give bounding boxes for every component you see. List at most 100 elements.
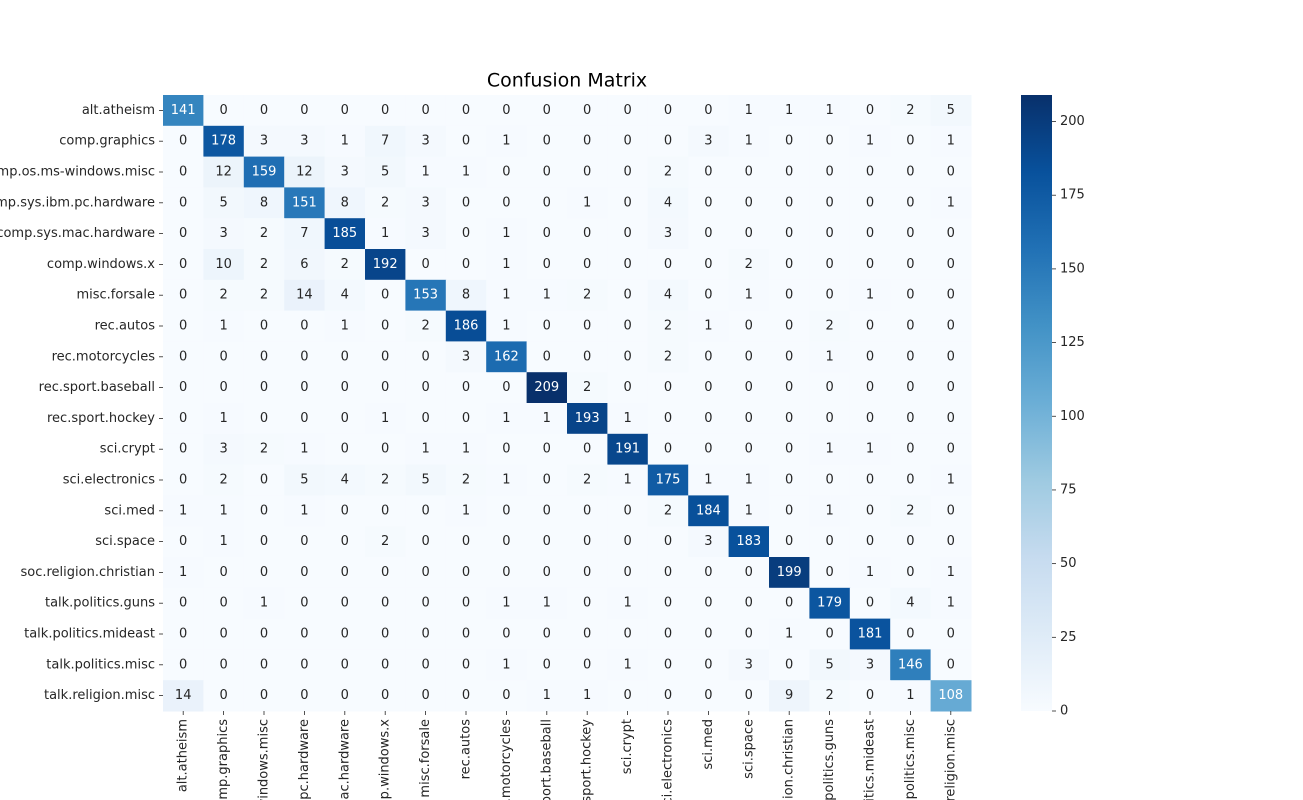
heatmap-cell	[365, 279, 406, 312]
heatmap-cell	[647, 403, 689, 435]
cell-label: 0	[825, 195, 833, 210]
cell-label: 5	[381, 165, 389, 180]
x-tick-label: talk.politics.guns	[822, 719, 837, 800]
cell-label: 0	[906, 195, 914, 210]
cell-label: 1	[219, 319, 227, 334]
cell-label: 0	[179, 534, 187, 549]
cell-label: 0	[179, 596, 187, 611]
heatmap-cell	[647, 557, 689, 589]
heatmap-cell	[365, 403, 406, 435]
cell-label: 0	[704, 627, 712, 642]
y-tick-label: talk.religion.misc	[44, 688, 155, 703]
heatmap-cell	[163, 310, 204, 342]
cell-label: 0	[543, 503, 551, 518]
cell-label: 5	[300, 473, 308, 488]
cell-label: 0	[664, 103, 672, 118]
heatmap-cell	[769, 495, 810, 527]
heatmap-cell	[769, 125, 810, 158]
cell-label: 0	[381, 288, 389, 303]
heatmap-cell	[445, 403, 487, 435]
heatmap-cell	[688, 249, 730, 281]
heatmap-cell	[405, 649, 447, 681]
cell-label: 2	[219, 473, 227, 488]
heatmap-cell	[567, 279, 608, 312]
cell-label: 0	[583, 226, 591, 241]
heatmap-cell	[728, 618, 770, 650]
cell-label: 0	[260, 657, 268, 672]
cell-label: 0	[664, 534, 672, 549]
heatmap-cell	[365, 341, 406, 373]
cell-label: 2	[745, 257, 753, 272]
cell-label: 0	[502, 565, 510, 580]
heatmap-cell	[688, 526, 730, 558]
heatmap-cell	[567, 218, 608, 250]
cell-label: 0	[341, 103, 349, 118]
y-tick-label: talk.politics.mideast	[24, 627, 155, 642]
x-tick-label: misc.forsale	[418, 719, 433, 798]
cell-label: 7	[381, 134, 389, 149]
cell-label: 4	[906, 596, 914, 611]
heatmap-cell	[607, 464, 649, 496]
cell-label: 0	[341, 596, 349, 611]
cell-label: 0	[947, 349, 955, 364]
x-tick-label: comp.windows.x	[378, 719, 393, 800]
cell-label: 0	[179, 257, 187, 272]
heatmap-cell	[284, 557, 326, 589]
y-tick-label: rec.motorcycles	[52, 349, 156, 364]
cell-label: 175	[656, 473, 681, 488]
heatmap-cell	[445, 649, 487, 681]
heatmap-cell	[163, 341, 204, 373]
cell-label: 0	[866, 103, 874, 118]
cell-label: 1	[421, 165, 429, 180]
cell-label: 3	[300, 134, 308, 149]
heatmap-cell	[324, 403, 366, 435]
heatmap-cell	[567, 618, 608, 650]
cell-label: 0	[381, 688, 389, 703]
heatmap-cell	[567, 95, 608, 127]
cell-label: 0	[543, 565, 551, 580]
heatmap-cell	[405, 341, 447, 373]
colorbar-tick-label: 0	[1060, 704, 1068, 719]
cell-label: 0	[906, 380, 914, 395]
cell-label: 0	[462, 380, 470, 395]
cell-label: 185	[332, 226, 357, 241]
cell-label: 2	[664, 319, 672, 334]
x-tick-label: sci.space	[741, 719, 756, 779]
cell-label: 0	[785, 380, 793, 395]
cell-label: 0	[260, 380, 268, 395]
cell-label: 3	[260, 134, 268, 149]
heatmap-cell	[769, 341, 810, 373]
cell-label: 0	[462, 411, 470, 426]
heatmap-cell	[526, 464, 568, 496]
cell-label: 0	[543, 442, 551, 457]
heatmap-cell	[769, 433, 810, 466]
heatmap-cell	[324, 618, 366, 650]
heatmap-cell	[284, 587, 326, 620]
heatmap-cell	[809, 557, 851, 589]
heatmap-cell	[567, 372, 608, 404]
cell-label: 0	[583, 565, 591, 580]
cell-label: 0	[219, 627, 227, 642]
heatmap-cell	[890, 587, 932, 620]
heatmap-cell	[890, 249, 932, 281]
cell-label: 2	[664, 503, 672, 518]
cell-label: 2	[381, 195, 389, 210]
cell-label: 0	[906, 165, 914, 180]
heatmap-cell	[688, 587, 730, 620]
heatmap-cell	[324, 495, 366, 527]
cell-label: 2	[664, 349, 672, 364]
cell-label: 0	[583, 134, 591, 149]
heatmap-cell	[163, 680, 204, 712]
heatmap-cell	[284, 249, 326, 281]
heatmap-cell	[809, 649, 851, 681]
heatmap-cell	[890, 526, 932, 558]
heatmap-cell	[607, 526, 649, 558]
cell-label: 0	[421, 534, 429, 549]
cell-label: 0	[421, 411, 429, 426]
heatmap-cell	[324, 95, 366, 127]
cell-label: 0	[381, 103, 389, 118]
cell-label: 0	[583, 257, 591, 272]
heatmap-cell	[405, 495, 447, 527]
heatmap-cell	[324, 526, 366, 558]
cell-label: 3	[664, 226, 672, 241]
